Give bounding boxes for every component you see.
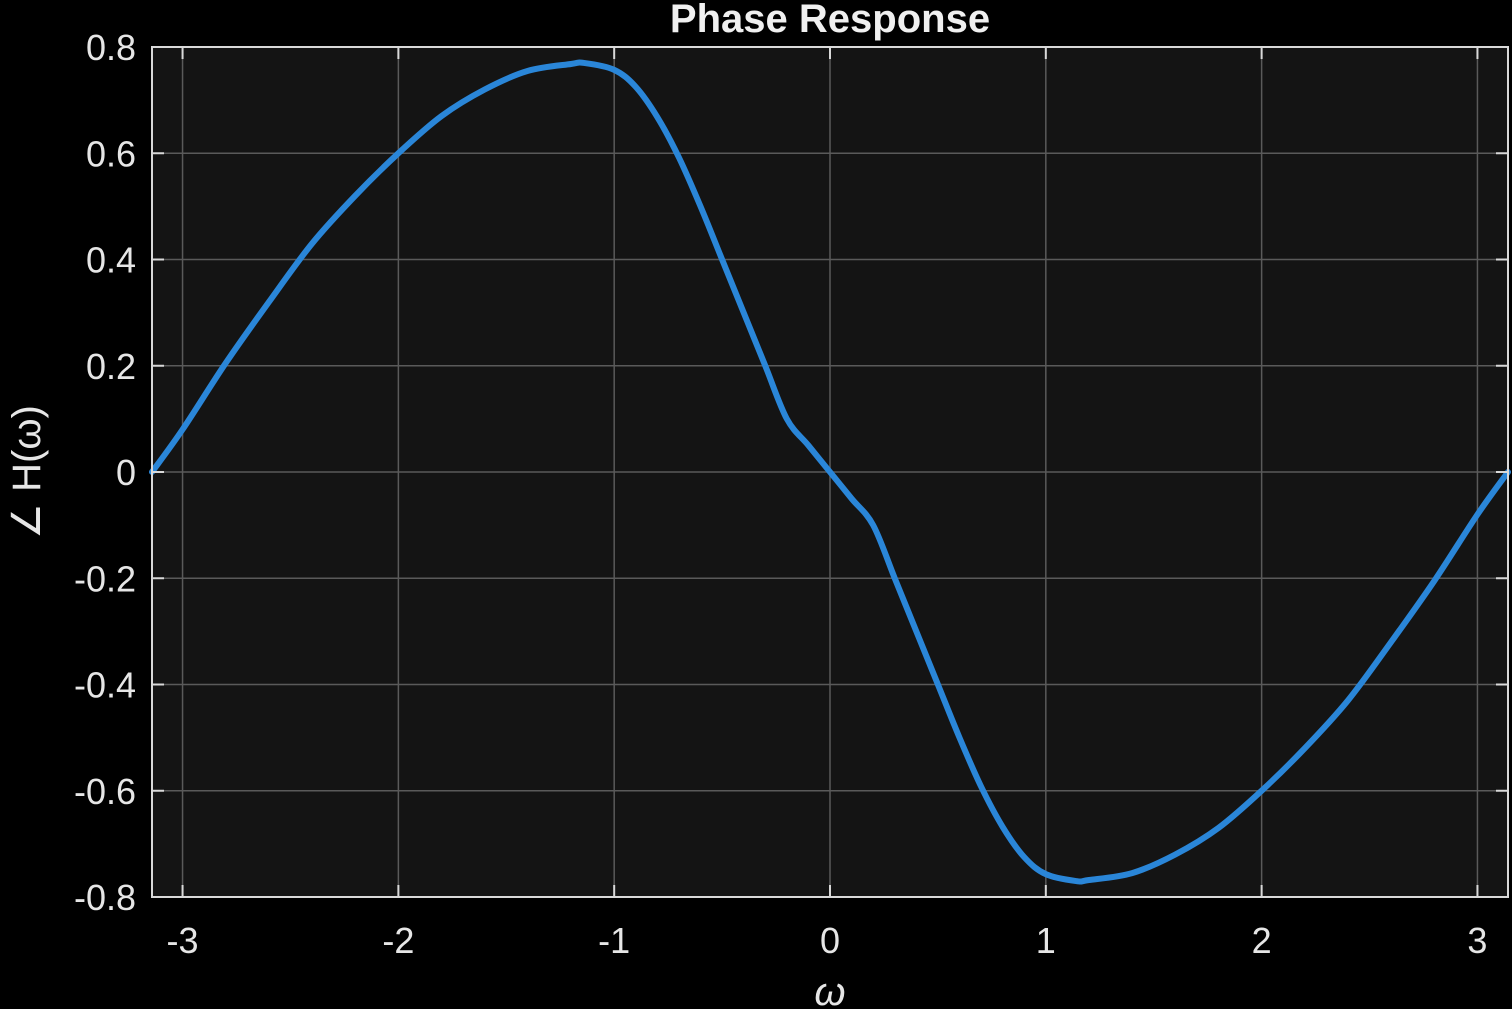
y-tick-label: 0.4 bbox=[86, 240, 136, 281]
x-tick-label: 3 bbox=[1467, 920, 1487, 961]
y-tick-label: 0.8 bbox=[86, 27, 136, 68]
y-tick-label: -0.6 bbox=[74, 771, 136, 812]
y-tick-label: 0 bbox=[116, 452, 136, 493]
y-tick-labels: 0.8 0.6 0.4 0.2 0 -0.2 -0.4 -0.6 -0.8 bbox=[74, 27, 136, 918]
x-tick-label: -3 bbox=[167, 920, 199, 961]
phase-response-line bbox=[149, 59, 1511, 885]
x-tick-label: -1 bbox=[598, 920, 630, 961]
y-tick-label: -0.2 bbox=[74, 558, 136, 599]
x-tick-label: 1 bbox=[1036, 920, 1056, 961]
y-tick-label: 0.6 bbox=[86, 133, 136, 174]
x-tick-label: -2 bbox=[382, 920, 414, 961]
y-tick-label: -0.8 bbox=[74, 877, 136, 918]
x-axis-label: ω bbox=[814, 970, 845, 1009]
x-tick-label: 0 bbox=[820, 920, 840, 961]
series-group bbox=[149, 59, 1511, 885]
x-tick-label: 2 bbox=[1252, 920, 1272, 961]
y-tick-label: -0.4 bbox=[74, 665, 136, 706]
ticks bbox=[152, 46, 1508, 898]
chart-title: Phase Response bbox=[670, 0, 990, 41]
y-axis-label: ∠ H(ω) bbox=[5, 405, 49, 539]
y-tick-label: 0.2 bbox=[86, 346, 136, 387]
x-tick-labels: -3 -2 -1 0 1 2 3 bbox=[167, 920, 1488, 961]
